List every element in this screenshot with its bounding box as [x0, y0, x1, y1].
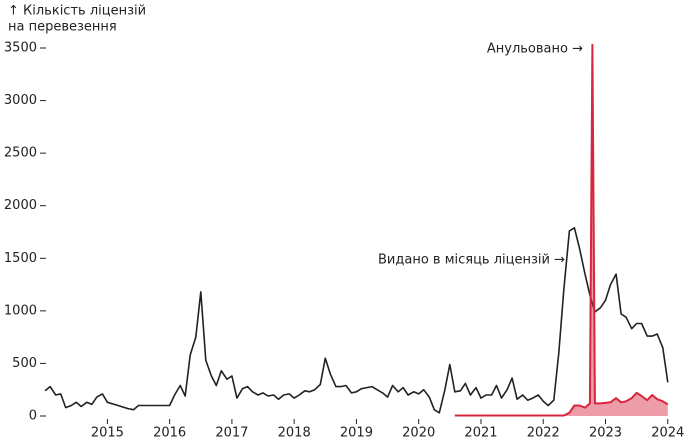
area	[454, 44, 668, 417]
x-tick-label: 2016	[153, 426, 186, 441]
line	[44, 227, 669, 414]
x-tick-label: 2022	[527, 426, 560, 441]
x-tick-label: 2017	[215, 426, 248, 441]
x-tick-label: 2021	[464, 426, 497, 441]
line	[454, 43, 669, 417]
y-tick-label: 500	[12, 356, 37, 371]
x-tick-label: 2020	[402, 426, 435, 441]
y-tick-label: 1000	[4, 303, 37, 318]
x-tick-label: 2023	[589, 426, 622, 441]
x-tick-label: 2015	[91, 426, 124, 441]
x-tick-label: 2018	[278, 426, 311, 441]
y-tick-label: 3500	[4, 41, 37, 56]
x-tick-label: 2024	[651, 426, 684, 441]
annotation: Видано в місяць ліцензій →	[378, 253, 565, 268]
y-axis-title: ↑ Кількість ліцензій	[8, 4, 146, 19]
y-tick-label: 2000	[4, 198, 37, 213]
y-tick-label: 0	[29, 409, 37, 424]
y-tick-label: 1500	[4, 251, 37, 266]
y-tick-label: 2500	[4, 146, 37, 161]
annotation: Анульовано →	[487, 42, 583, 57]
y-tick-label: 3000	[4, 93, 37, 108]
y-axis-title: на перевезення	[8, 20, 117, 35]
x-tick-label: 2019	[340, 426, 373, 441]
